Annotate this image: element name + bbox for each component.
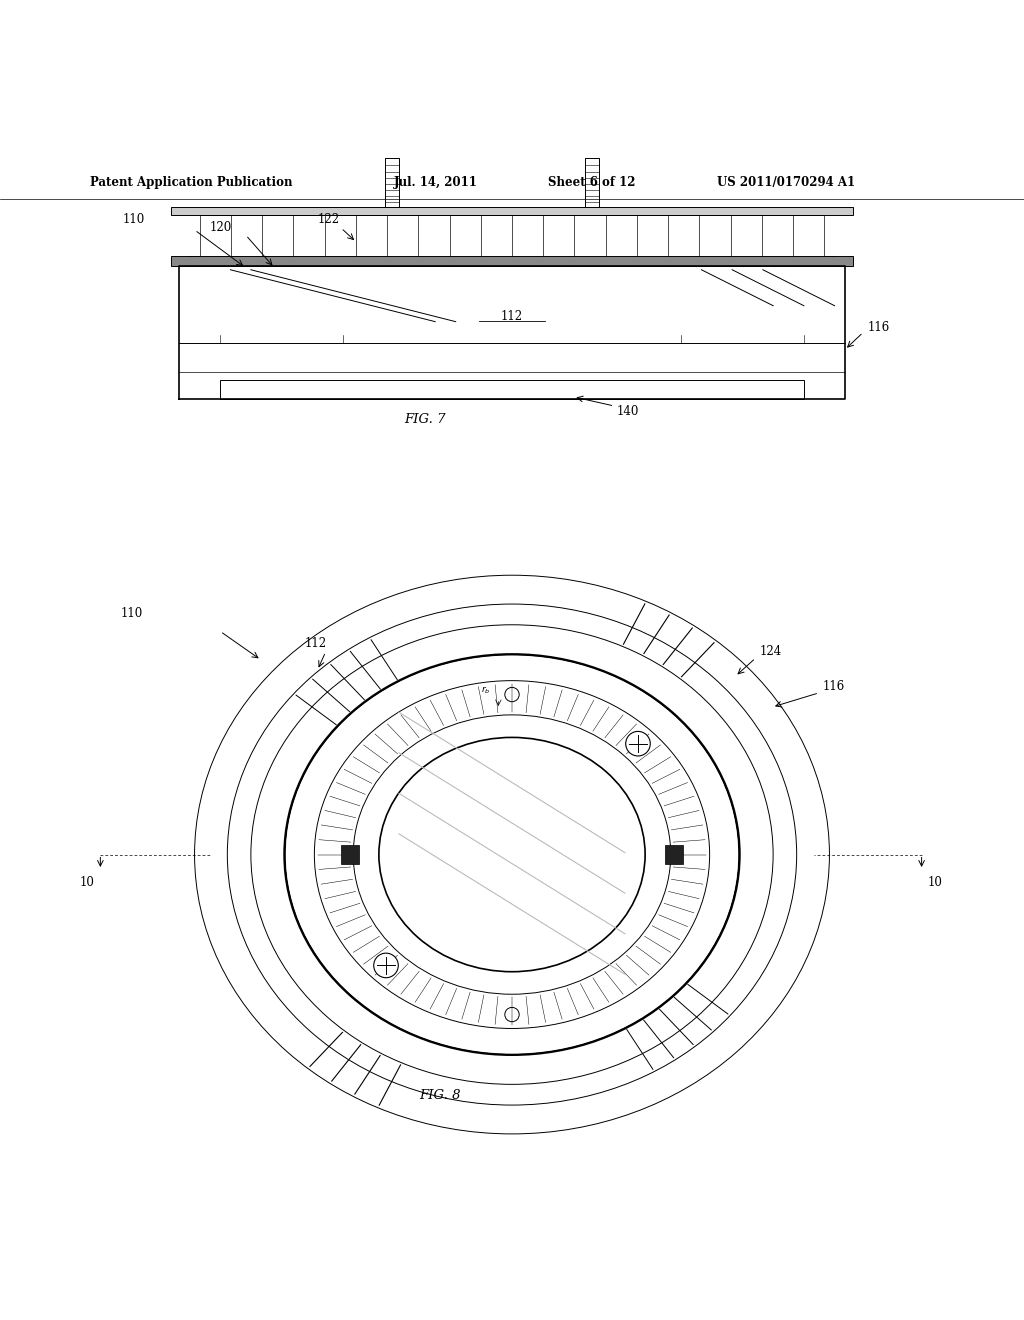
Polygon shape (171, 207, 853, 215)
Polygon shape (341, 845, 359, 863)
Text: FIG. 8: FIG. 8 (420, 1089, 461, 1102)
Text: 140: 140 (616, 405, 639, 417)
Text: 124: 124 (760, 645, 782, 659)
Circle shape (374, 953, 398, 978)
Text: 110: 110 (123, 213, 145, 226)
Text: Patent Application Publication: Patent Application Publication (90, 177, 293, 189)
Ellipse shape (286, 656, 738, 1053)
Text: 122: 122 (317, 213, 340, 226)
Circle shape (626, 731, 650, 756)
Text: 116: 116 (867, 321, 890, 334)
Text: 10: 10 (80, 875, 94, 888)
Text: $r_b$: $r_b$ (480, 685, 490, 696)
Text: FIG. 7: FIG. 7 (404, 413, 445, 426)
Text: Sheet 6 of 12: Sheet 6 of 12 (548, 177, 635, 189)
Text: 112: 112 (501, 310, 523, 323)
Polygon shape (171, 256, 853, 265)
Text: 110: 110 (121, 607, 143, 620)
Text: 120: 120 (210, 222, 232, 235)
Text: 116: 116 (822, 680, 845, 693)
Text: Jul. 14, 2011: Jul. 14, 2011 (394, 177, 478, 189)
Text: US 2011/0170294 A1: US 2011/0170294 A1 (717, 177, 855, 189)
Text: 112: 112 (304, 638, 327, 651)
Ellipse shape (379, 738, 645, 972)
Polygon shape (665, 845, 683, 863)
Text: 10: 10 (928, 875, 942, 888)
